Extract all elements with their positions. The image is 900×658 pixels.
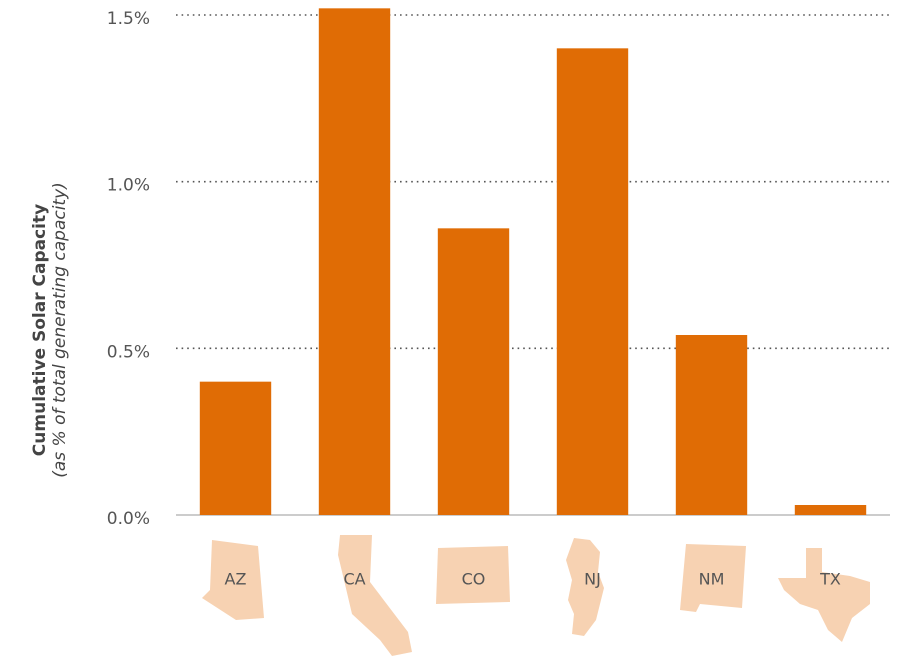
ca-shape bbox=[338, 535, 412, 656]
y-axis-title-group: Cumulative Solar Capacity (as % of total… bbox=[30, 182, 70, 478]
x-tick-label: CO bbox=[462, 570, 486, 589]
az-shape bbox=[202, 540, 264, 620]
bar bbox=[556, 48, 629, 515]
y-tick-label: 1.0% bbox=[107, 176, 150, 196]
bar bbox=[318, 8, 391, 515]
co-shape bbox=[436, 546, 510, 604]
x-tick-label: AZ bbox=[225, 570, 247, 589]
nj-shape bbox=[566, 538, 604, 636]
x-tick-label: CA bbox=[343, 570, 365, 589]
tx-shape bbox=[778, 548, 870, 642]
bar bbox=[675, 335, 748, 515]
y-axis-subtitle: (as % of total generating capacity) bbox=[50, 182, 70, 478]
x-tick-label: TX bbox=[819, 570, 841, 589]
y-tick-label: 0.0% bbox=[107, 509, 150, 529]
y-tick-label: 1.5% bbox=[107, 9, 150, 29]
x-tick-label: NJ bbox=[584, 570, 601, 589]
nm-shape bbox=[680, 544, 746, 612]
bar bbox=[437, 228, 510, 516]
state-icons bbox=[202, 535, 870, 656]
bar bbox=[199, 381, 272, 515]
y-axis-title: Cumulative Solar Capacity bbox=[30, 204, 50, 456]
y-tick-label: 0.5% bbox=[107, 342, 150, 362]
x-tick-label: NM bbox=[699, 570, 725, 589]
bar bbox=[794, 505, 867, 515]
